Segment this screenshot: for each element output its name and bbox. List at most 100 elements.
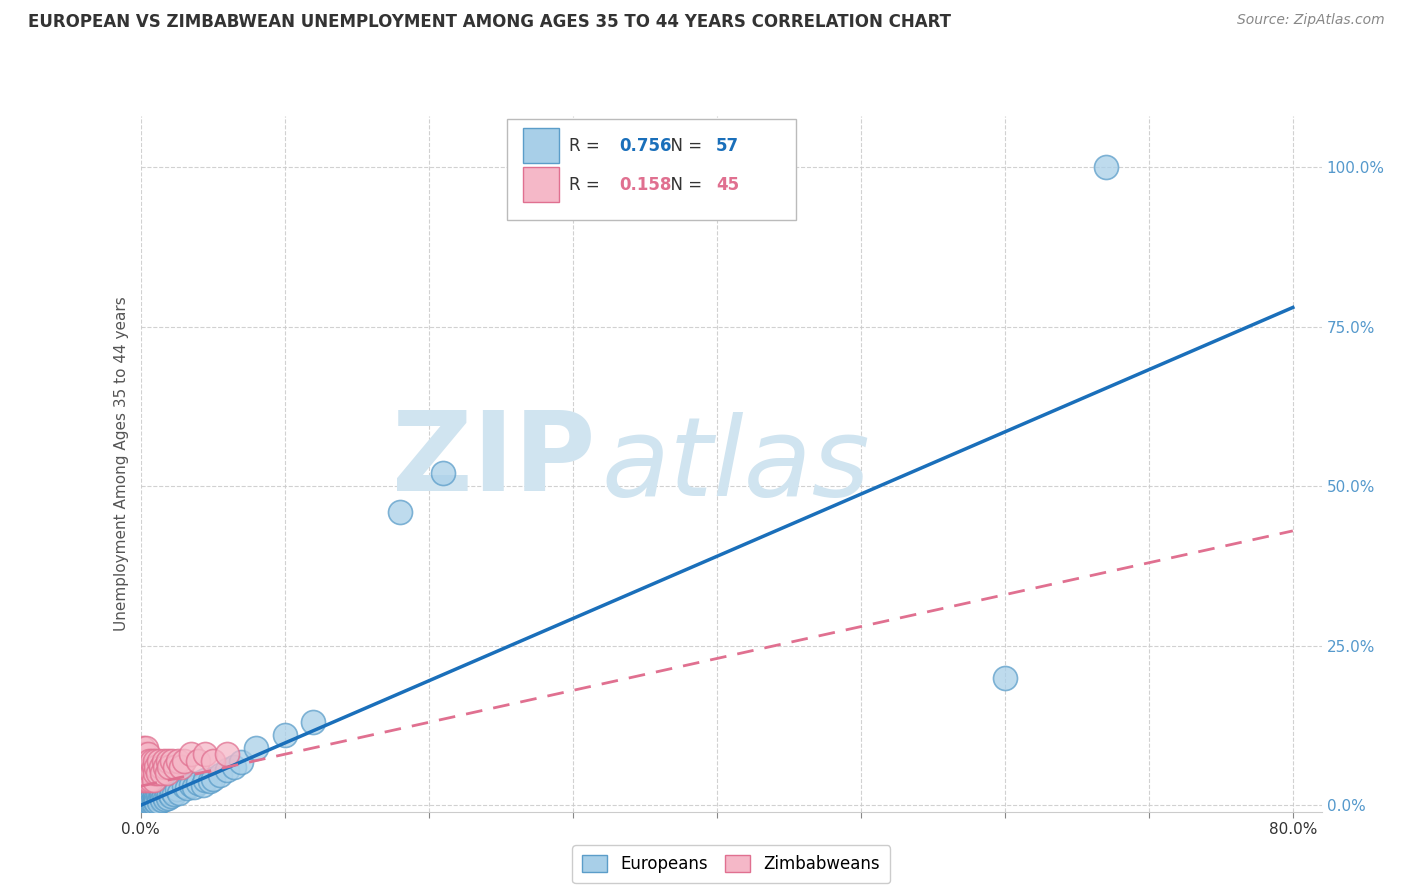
Point [224, 760, 246, 774]
Text: ZIP: ZIP [392, 407, 595, 514]
Point [131, 747, 153, 762]
Point [155, 766, 177, 780]
Point [145, 760, 167, 774]
Text: N =: N = [661, 176, 707, 194]
Point [132, 797, 155, 811]
Point [136, 772, 159, 787]
Point [134, 792, 156, 806]
Point [131, 772, 153, 787]
Point [135, 740, 157, 755]
Point [156, 754, 179, 768]
Legend: Europeans, Zimbabweans: Europeans, Zimbabweans [572, 846, 890, 883]
Point [132, 740, 155, 755]
Point [138, 766, 160, 780]
Point [138, 795, 160, 809]
Point [143, 789, 166, 804]
Point [142, 792, 165, 806]
Point [143, 766, 166, 780]
Point [157, 786, 180, 800]
Point [135, 754, 157, 768]
Point [139, 760, 162, 774]
Text: 57: 57 [716, 136, 740, 155]
Point [150, 787, 173, 801]
Point [146, 789, 169, 803]
Point [136, 796, 159, 810]
Point [167, 754, 190, 768]
Text: EUROPEAN VS ZIMBABWEAN UNEMPLOYMENT AMONG AGES 35 TO 44 YEARS CORRELATION CHART: EUROPEAN VS ZIMBABWEAN UNEMPLOYMENT AMON… [28, 13, 950, 31]
Point [149, 790, 172, 805]
Point [145, 790, 167, 805]
Point [148, 792, 170, 806]
Point [180, 778, 202, 792]
Point [183, 780, 205, 795]
Point [145, 795, 167, 809]
Point [201, 754, 224, 768]
FancyBboxPatch shape [523, 128, 558, 163]
Text: Source: ZipAtlas.com: Source: ZipAtlas.com [1237, 13, 1385, 28]
Point [153, 760, 176, 774]
Point [162, 784, 184, 798]
Point [150, 793, 173, 807]
Point [143, 754, 166, 768]
Text: 0.158: 0.158 [619, 176, 671, 194]
Point [132, 754, 155, 768]
Point [136, 760, 159, 774]
Point [139, 772, 162, 787]
Point [131, 760, 153, 774]
Text: N =: N = [661, 136, 707, 155]
Point [135, 766, 157, 780]
Point [134, 795, 156, 809]
Text: R =: R = [569, 176, 606, 194]
Text: atlas: atlas [602, 412, 870, 519]
Point [187, 754, 209, 768]
Point [155, 787, 177, 801]
FancyBboxPatch shape [506, 120, 796, 220]
Point [141, 790, 163, 805]
Point [215, 763, 238, 777]
Point [165, 760, 187, 774]
Point [138, 791, 160, 805]
Point [176, 781, 198, 796]
Point [162, 754, 184, 768]
Point [194, 747, 217, 762]
Point [141, 795, 163, 809]
Point [141, 766, 163, 780]
Text: R =: R = [569, 136, 606, 155]
Point [157, 760, 180, 774]
Point [132, 793, 155, 807]
Point [1094, 160, 1116, 174]
Point [146, 766, 169, 780]
Point [139, 796, 162, 810]
Point [163, 788, 186, 802]
Point [136, 792, 159, 806]
Point [134, 747, 156, 762]
Point [134, 760, 156, 774]
Point [149, 760, 172, 774]
Point [215, 747, 238, 762]
Y-axis label: Unemployment Among Ages 35 to 44 years: Unemployment Among Ages 35 to 44 years [114, 296, 129, 632]
Point [432, 467, 454, 481]
Point [142, 772, 165, 787]
Point [180, 747, 202, 762]
Point [141, 754, 163, 768]
Point [160, 789, 183, 803]
Point [142, 760, 165, 774]
Point [148, 754, 170, 768]
Point [135, 794, 157, 808]
FancyBboxPatch shape [523, 168, 558, 202]
Point [208, 767, 231, 781]
Point [173, 779, 195, 793]
Point [388, 505, 411, 519]
Point [201, 772, 224, 786]
Point [166, 782, 188, 797]
Point [994, 671, 1017, 685]
Point [142, 797, 165, 811]
Point [245, 740, 267, 755]
Point [187, 776, 209, 790]
Point [134, 772, 156, 787]
Point [302, 715, 325, 730]
Point [135, 797, 157, 811]
Point [138, 754, 160, 768]
Point [273, 728, 295, 742]
Point [198, 774, 221, 789]
